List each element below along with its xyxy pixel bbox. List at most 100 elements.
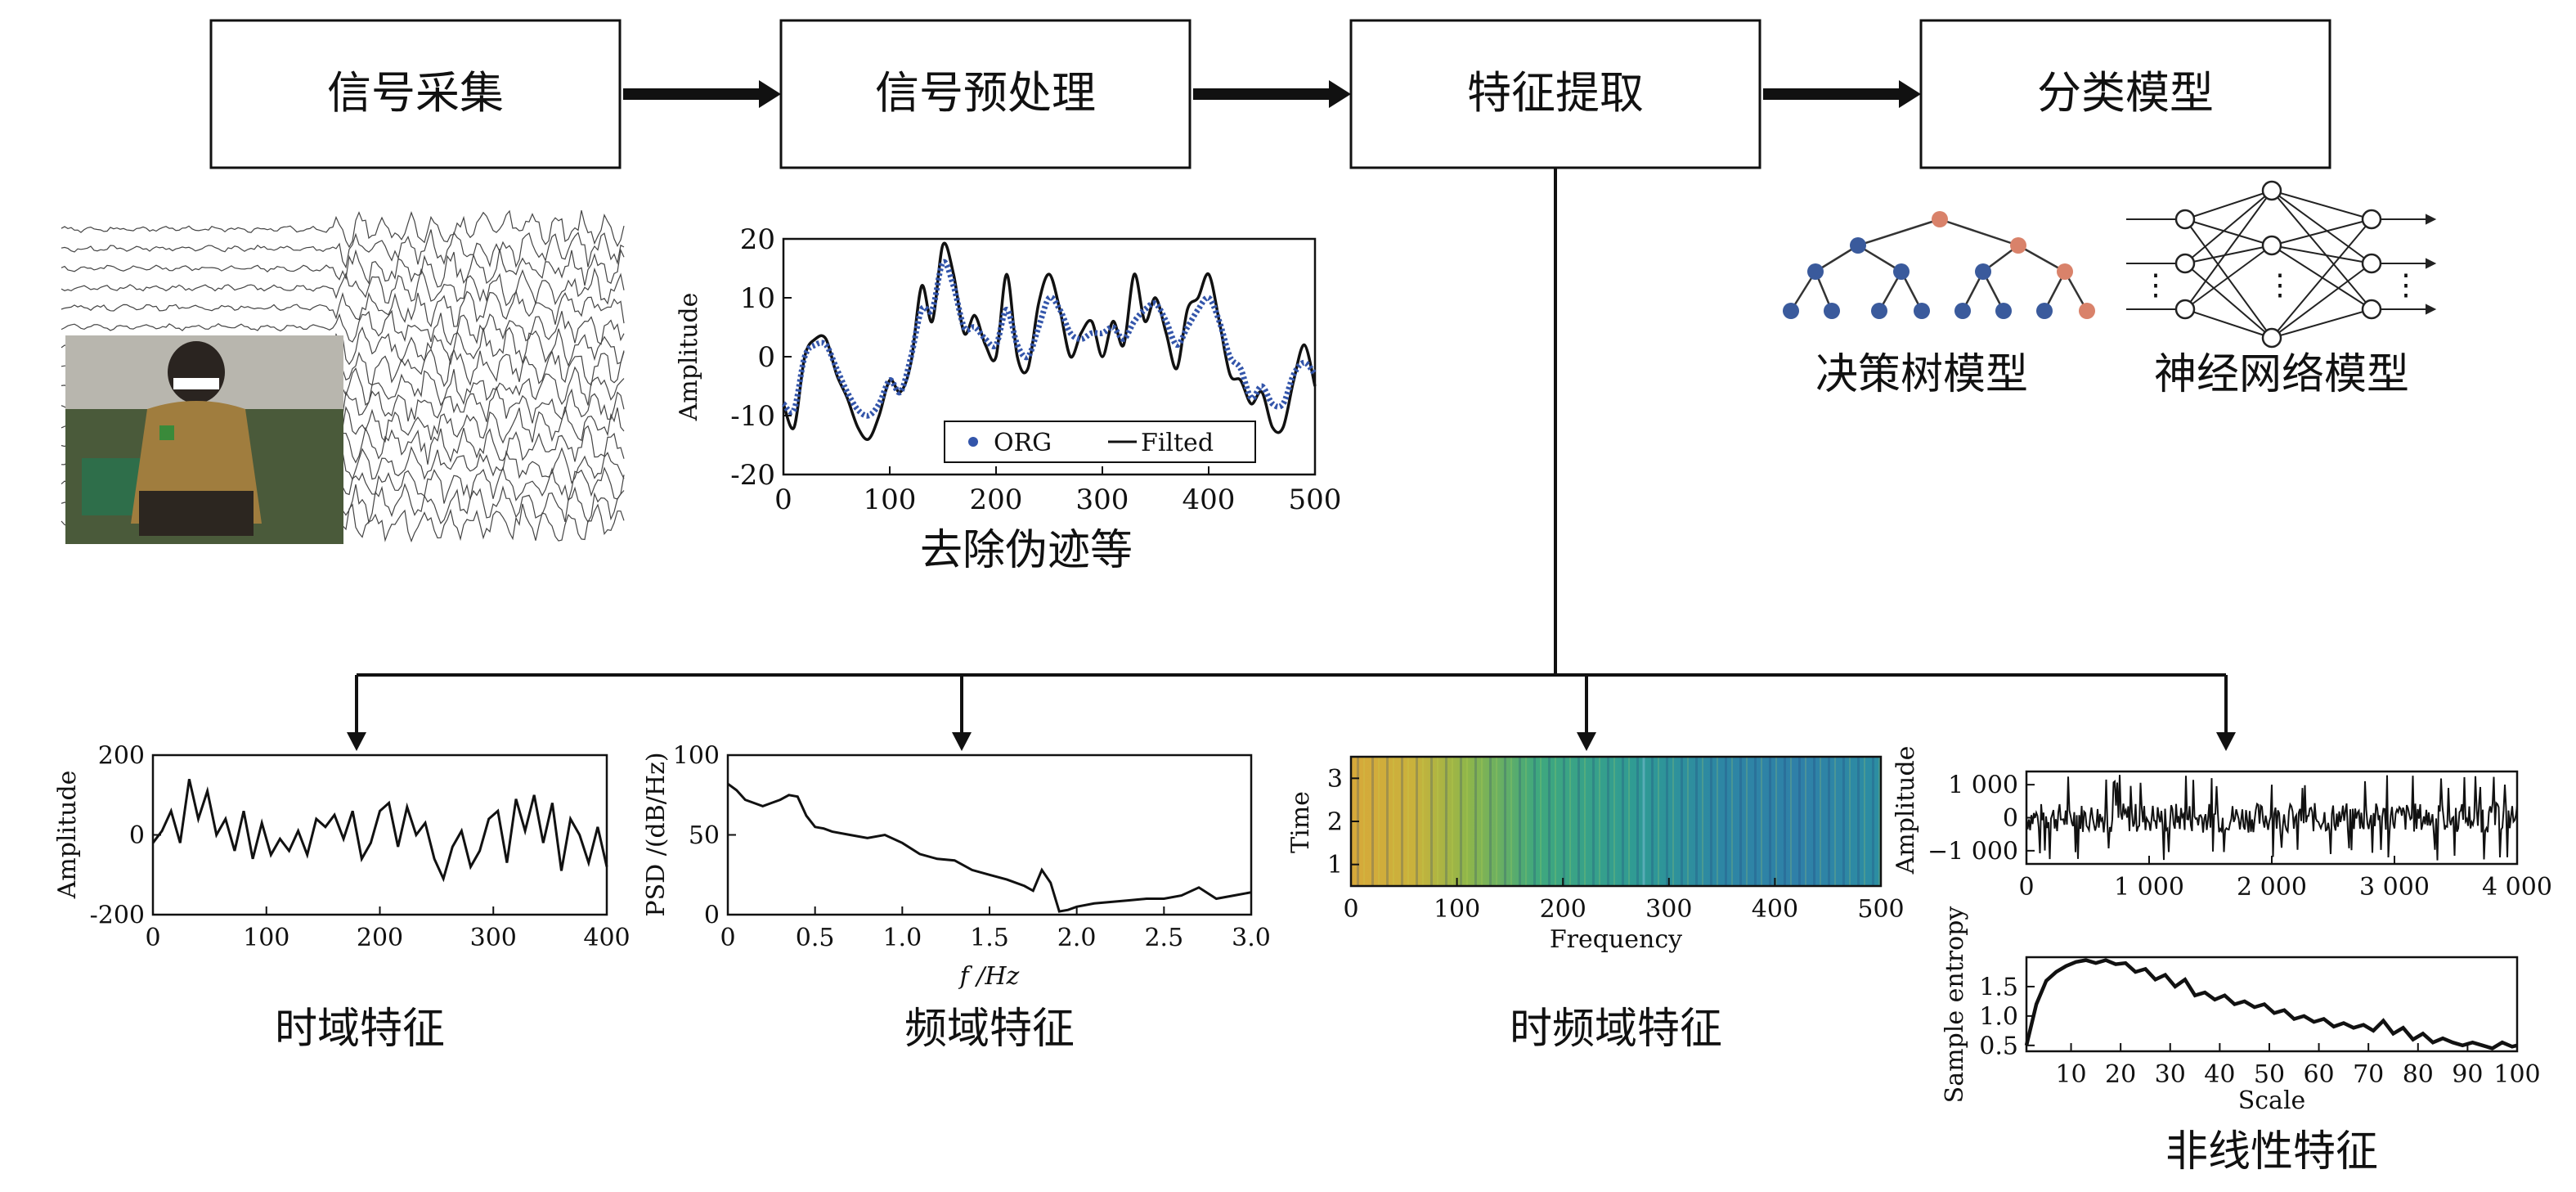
nn-node bbox=[2174, 209, 2196, 230]
x-tick-label: 4 000 bbox=[2482, 873, 2552, 902]
y-tick-label: 2 bbox=[1327, 808, 1343, 837]
nn-edge bbox=[2184, 190, 2273, 310]
plot-frame bbox=[726, 753, 1253, 916]
y-tick-label: 50 bbox=[689, 821, 720, 850]
x-tick-label: 300 bbox=[1645, 895, 1692, 924]
arrow-down-icon bbox=[2216, 732, 2236, 751]
tree-node bbox=[1932, 211, 1948, 227]
nn-edge bbox=[2271, 190, 2372, 310]
x-tick-label: 300 bbox=[1076, 484, 1129, 516]
y-tick-label: -10 bbox=[730, 400, 775, 433]
nn-edges bbox=[2126, 190, 2437, 339]
arrow-down-icon bbox=[952, 732, 972, 751]
x-ticks: 0 1 000 2 000 3 000 4 000 bbox=[2018, 856, 2552, 902]
y-axis-label: Amplitude bbox=[1892, 746, 1920, 875]
tree-edge bbox=[1857, 244, 1902, 273]
decision-tree-model: 决策树模型 bbox=[1783, 211, 2095, 399]
x-tick-label: 0 bbox=[774, 484, 792, 516]
x-tick-label: 3 000 bbox=[2359, 873, 2430, 902]
nn-edge bbox=[2184, 190, 2273, 264]
y-tick-label: 3 bbox=[1327, 765, 1343, 794]
tree-node bbox=[2010, 237, 2026, 254]
x-tick-label: 3.0 bbox=[1232, 924, 1271, 952]
x-tick-label: 70 bbox=[2353, 1060, 2384, 1089]
step-label: 特征提取 bbox=[1467, 67, 1644, 119]
y-axis-label: Amplitude bbox=[53, 771, 82, 900]
nn-edge bbox=[2271, 218, 2372, 246]
arrow-head-icon bbox=[1329, 80, 1351, 108]
arrow-right-icon bbox=[2426, 258, 2437, 269]
nn-edge bbox=[2184, 245, 2273, 310]
heatmap-texture bbox=[1351, 757, 1881, 886]
nn-node bbox=[2361, 299, 2382, 320]
nn-node bbox=[2261, 180, 2282, 201]
y-axis-label: Sample entropy bbox=[1941, 906, 1969, 1104]
x-tick-label: 2.5 bbox=[1144, 924, 1183, 952]
tree-node bbox=[2079, 303, 2095, 319]
tree-node bbox=[1783, 303, 1799, 319]
eeg-acquisition-illustration bbox=[61, 209, 626, 544]
filtered-series-line bbox=[782, 241, 1317, 441]
y-ticks: 20 10 0 -10 -20 bbox=[730, 223, 792, 492]
y-tick-label: 1 bbox=[1327, 851, 1343, 879]
tree-node bbox=[1954, 303, 1971, 319]
nn-edge bbox=[2271, 245, 2372, 264]
x-tick-label: 100 bbox=[864, 484, 917, 516]
x-tick-label: 40 bbox=[2204, 1060, 2235, 1089]
eeg-trace bbox=[61, 229, 625, 269]
y-tick-label: 1.5 bbox=[1979, 973, 2018, 1001]
tree-node bbox=[1975, 263, 1991, 280]
nn-node bbox=[2361, 253, 2382, 274]
arrow-head-icon bbox=[1899, 80, 1921, 108]
tree-edge bbox=[2017, 244, 2066, 273]
nn-edge bbox=[2184, 263, 2273, 339]
y-axis-label: Time bbox=[1286, 791, 1315, 853]
x-tick-label: 90 bbox=[2452, 1060, 2483, 1089]
psd-series-line bbox=[727, 782, 1252, 913]
arrow-down-icon bbox=[1577, 732, 1596, 751]
x-tick-label: 500 bbox=[1289, 484, 1342, 516]
amplitude-series-line bbox=[2026, 775, 2518, 861]
nn-edge bbox=[2271, 190, 2372, 220]
x-tick-label: 1.0 bbox=[882, 924, 922, 952]
x-axis-label: Frequency bbox=[1550, 925, 1682, 954]
x-tick-label: 100 bbox=[243, 924, 289, 952]
tree-node bbox=[1824, 303, 1840, 319]
x-axis-label: f /Hz bbox=[958, 962, 1020, 991]
nn-edge bbox=[2184, 218, 2273, 339]
tree-node bbox=[2057, 263, 2073, 280]
eeg-trace bbox=[61, 209, 625, 249]
y-tick-label: 1 000 bbox=[1948, 771, 2018, 800]
x-tick-label: 200 bbox=[1540, 895, 1586, 924]
x-ticks: 0 0.5 1.0 1.5 2.0 2.5 3.0 bbox=[720, 906, 1271, 952]
y-tick-label: -20 bbox=[730, 459, 775, 492]
y-ticks: 3 2 1 bbox=[1327, 765, 1359, 879]
x-tick-label: 60 bbox=[2303, 1060, 2334, 1089]
ellipsis-icon: ⋮ bbox=[2265, 268, 2295, 302]
nn-edge bbox=[2184, 218, 2273, 246]
eeg-trace bbox=[61, 309, 625, 346]
preprocess-caption: 去除伪迹等 bbox=[920, 526, 1133, 575]
x-tick-label: 300 bbox=[470, 924, 517, 952]
tree-node bbox=[1850, 237, 1866, 254]
x-tick-label: 500 bbox=[1857, 895, 1904, 924]
arrow-down-icon bbox=[347, 732, 366, 751]
x-tick-label: 0 bbox=[720, 924, 735, 952]
y-tick-label: 0 bbox=[129, 821, 145, 850]
y-ticks: 1 000 0 −1 000 bbox=[1928, 771, 2035, 866]
chart-legend: ORG Filted bbox=[944, 421, 1256, 463]
feature-branch-lines bbox=[355, 168, 2228, 744]
time-frequency-chart: 3 2 1 0 100 200 300 400 500 Time Frequency 时频域特… bbox=[1286, 755, 1905, 1054]
y-ticks: 1.51.00.5 bbox=[1979, 973, 2035, 1060]
x-tick-label: 1.5 bbox=[970, 924, 1009, 952]
nn-node bbox=[2174, 253, 2196, 274]
y-tick-label: 0 bbox=[704, 902, 720, 930]
arrow-right-icon bbox=[2426, 214, 2437, 225]
decision-tree-label: 决策树模型 bbox=[1815, 350, 2028, 399]
step-label: 信号采集 bbox=[327, 67, 504, 119]
time-frequency-caption: 时频域特征 bbox=[1510, 1005, 1722, 1054]
pipeline-step-classification: 分类模型 bbox=[1919, 19, 2331, 169]
step-label: 信号预处理 bbox=[875, 67, 1096, 119]
tree-node bbox=[1807, 263, 1824, 280]
plot-frame bbox=[151, 753, 608, 916]
